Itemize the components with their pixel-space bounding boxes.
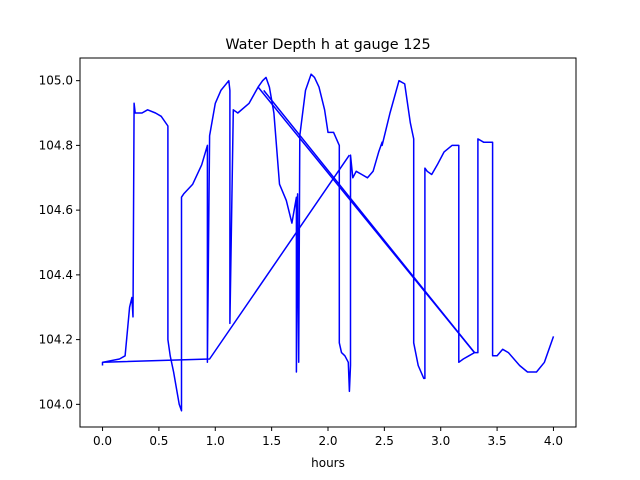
y-axis-ticks: 104.0 104.2 104.4 104.6 104.8 105.0 <box>39 74 80 411</box>
x-tick-label: 2.5 <box>375 434 394 448</box>
chart-title: Water Depth h at gauge 125 <box>225 37 430 53</box>
y-tick-label: 104.8 <box>39 138 73 152</box>
x-tick-label: 3.5 <box>488 434 507 448</box>
y-tick-label: 104.2 <box>39 333 73 347</box>
x-tick-label: 1.0 <box>206 434 225 448</box>
x-tick-label: 4.0 <box>544 434 563 448</box>
plot-lines <box>101 73 555 412</box>
y-tick-label: 104.6 <box>39 203 73 217</box>
x-tick-label: 2.0 <box>318 434 337 448</box>
x-axis-ticks: 0.0 0.5 1.0 1.5 2.0 2.5 3.0 3.5 4.0 <box>93 427 563 448</box>
x-tick-label: 1.5 <box>262 434 281 448</box>
x-tick-label: 0.0 <box>93 434 112 448</box>
y-tick-label: 104.0 <box>39 397 73 411</box>
y-tick-label: 105.0 <box>39 74 73 88</box>
series-segment-2 <box>263 89 476 354</box>
x-tick-label: 0.5 <box>149 434 168 448</box>
x-axis-label: hours <box>311 456 345 470</box>
x-tick-label: 3.0 <box>431 434 450 448</box>
series-segment-0 <box>102 154 351 364</box>
y-tick-label: 104.4 <box>39 268 73 282</box>
series-line-0 <box>101 73 555 412</box>
